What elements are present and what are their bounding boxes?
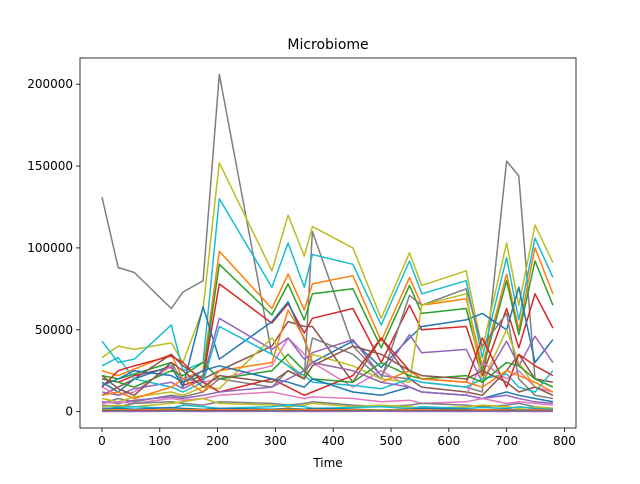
x-tick-label: 800 [553, 434, 576, 448]
y-tick-label: 200000 [27, 77, 73, 91]
x-tick-label: 700 [495, 434, 518, 448]
x-tick-label: 100 [148, 434, 171, 448]
chart-title: Microbiome [287, 37, 368, 53]
x-axis-label: Time [312, 456, 342, 470]
y-tick-label: 0 [65, 405, 73, 419]
x-tick-label: 200 [206, 434, 229, 448]
y-tick-label: 50000 [35, 323, 73, 337]
x-tick-label: 300 [264, 434, 287, 448]
x-tick-label: 0 [98, 434, 106, 448]
y-tick-label: 100000 [27, 241, 73, 255]
x-tick-label: 400 [322, 434, 345, 448]
x-tick-label: 600 [437, 434, 460, 448]
y-tick-label: 150000 [27, 159, 73, 173]
x-tick-label: 500 [380, 434, 403, 448]
